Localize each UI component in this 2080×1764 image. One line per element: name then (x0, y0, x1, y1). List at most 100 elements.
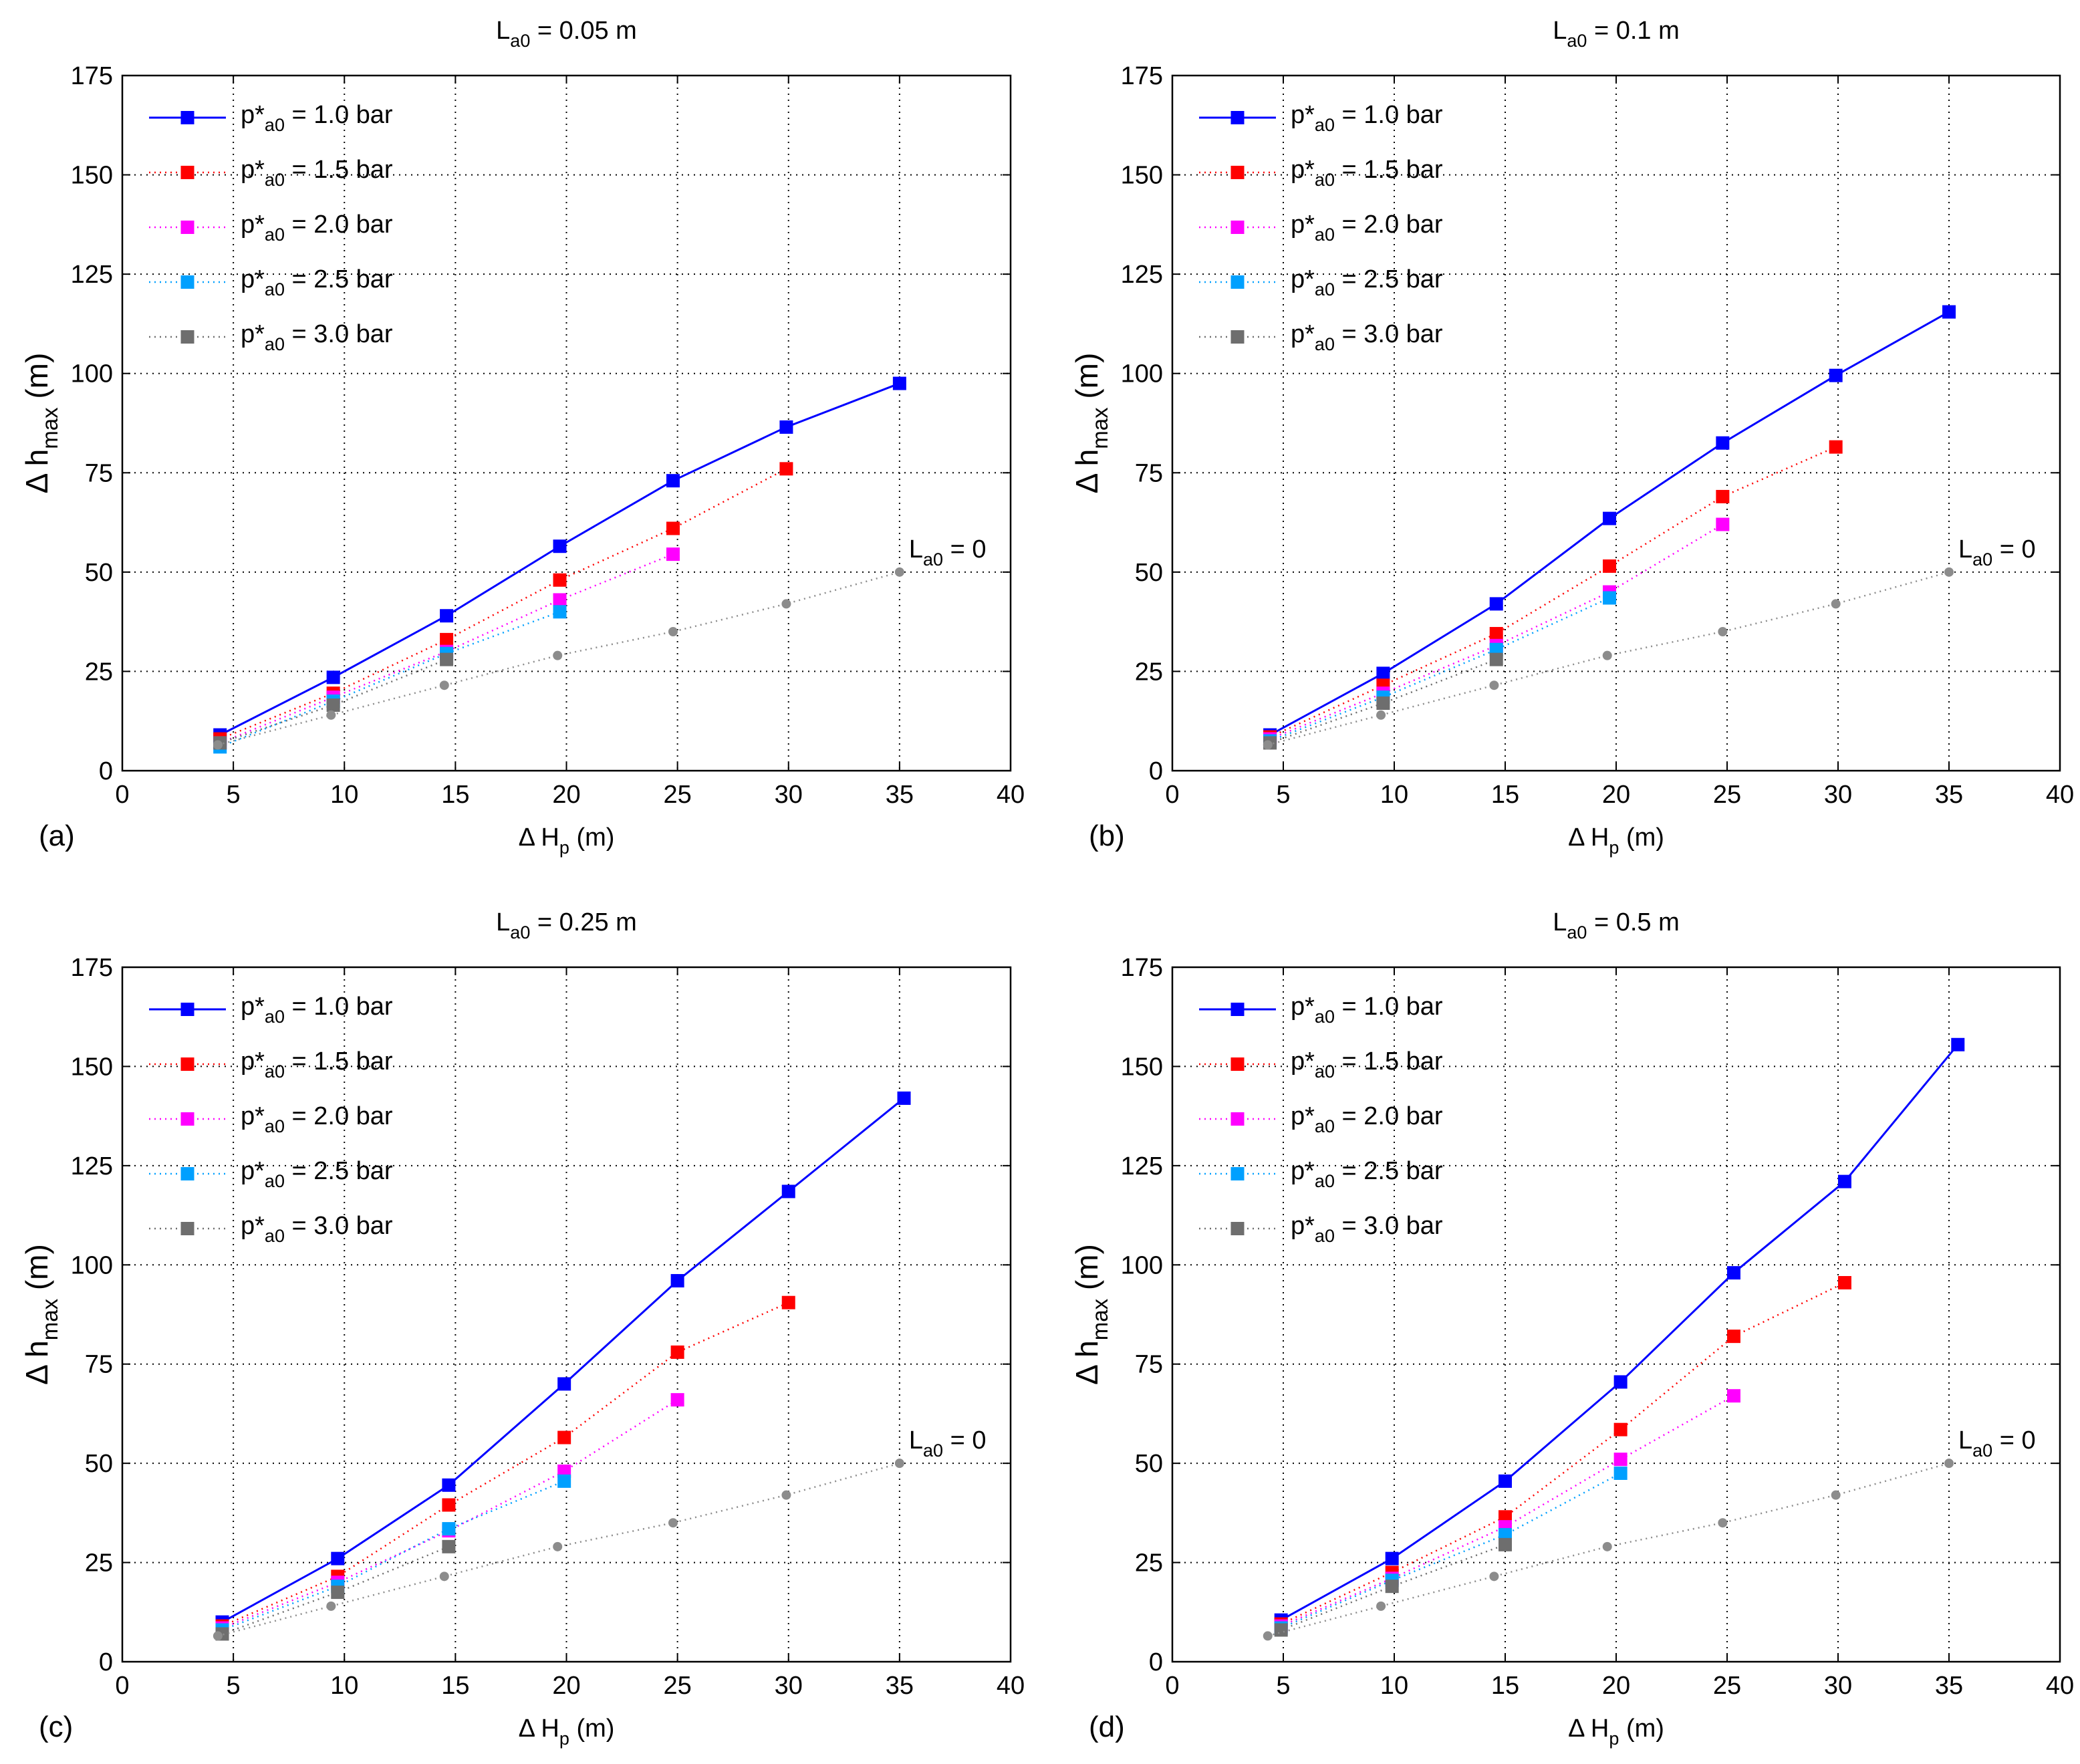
data-point (1602, 1541, 1612, 1551)
data-point (553, 605, 567, 619)
legend-entry-base: p* (241, 1212, 265, 1240)
data-point (331, 1551, 345, 1565)
data-point (1489, 680, 1499, 690)
x-tick-label: 30 (775, 781, 803, 809)
reference-label: La0 = 0 (909, 1426, 987, 1461)
legend-entry: p*a0 = 2.0 bar (1291, 211, 1443, 245)
legend-entry-sub: a0 (265, 334, 285, 354)
legend-entry: p*a0 = 1.5 bar (1291, 156, 1443, 190)
legend-marker (180, 1003, 194, 1016)
data-point (1951, 1037, 1965, 1051)
legend-entry-sub: a0 (1315, 1061, 1335, 1082)
legend-entry-rest: = 1.5 bar (285, 1047, 393, 1076)
data-point (781, 1490, 791, 1500)
data-point (781, 599, 791, 609)
x-tick-label: 10 (330, 1672, 358, 1700)
series-3 (213, 605, 567, 754)
y-axis-label-sub: max (37, 1298, 62, 1340)
x-tick-label: 25 (1713, 1672, 1741, 1700)
legend-marker (1230, 166, 1245, 179)
legend-entry-base: p* (1291, 211, 1315, 239)
data-point (779, 462, 793, 476)
legend-entry-rest: = 1.0 bar (285, 101, 393, 129)
reference-label: La0 = 0 (1958, 1426, 2036, 1461)
legend-marker (1230, 111, 1245, 124)
legend-entry-rest: = 3.0 bar (285, 1212, 393, 1240)
series-line (1269, 523, 1724, 740)
y-axis-label-base: Δ h (1069, 449, 1104, 494)
y-axis-label-base: Δ h (19, 449, 54, 494)
data-point (1829, 440, 1843, 454)
x-tick-label: 40 (2046, 781, 2074, 809)
series-line (219, 611, 560, 748)
data-point (1716, 489, 1730, 503)
x-tick-label: 5 (1276, 1672, 1290, 1700)
data-point (1274, 1623, 1288, 1637)
data-point (1613, 1453, 1628, 1467)
x-tick-label: 35 (1935, 1672, 1963, 1700)
legend-entry-sub: a0 (1315, 1171, 1335, 1191)
x-axis-label-base: Δ H (1568, 824, 1609, 852)
data-point (670, 1274, 684, 1288)
reference-label-sub: a0 (1972, 549, 1992, 570)
data-point (1489, 652, 1503, 666)
series-0 (1274, 1037, 1965, 1627)
chart-title-rest: = 0.1 m (1587, 17, 1679, 45)
series-1 (1263, 440, 1843, 744)
legend-entry-base: p* (241, 1157, 265, 1185)
data-point (1263, 1631, 1273, 1641)
legend-entry-rest: = 1.5 bar (285, 156, 393, 184)
y-tick-label: 125 (1121, 261, 1163, 289)
data-point (779, 420, 793, 434)
x-tick-label: 10 (1380, 1672, 1408, 1700)
series-line (1281, 1281, 1845, 1625)
x-axis-label-sub: p (559, 1729, 569, 1749)
legend-entry-base: p* (1291, 320, 1315, 348)
legend-entry-rest: = 2.0 bar (1335, 1102, 1443, 1130)
data-point (894, 567, 904, 577)
legend-entry-sub: a0 (265, 170, 285, 190)
x-tick-label: 30 (775, 1672, 803, 1700)
series-line (1280, 1043, 1959, 1621)
x-tick-label: 25 (663, 1672, 691, 1700)
x-tick-label: 30 (1824, 1672, 1852, 1700)
data-point (440, 632, 454, 646)
legend-marker (180, 1057, 194, 1071)
y-tick-label: 50 (1135, 559, 1163, 587)
legend-entry: p*a0 = 2.5 bar (1291, 1157, 1443, 1191)
legend-entry-base: p* (241, 156, 265, 184)
data-point (897, 1091, 911, 1105)
reference-label-sub: a0 (1972, 1440, 1992, 1461)
x-tick-label: 35 (1935, 781, 1963, 809)
y-axis-label-rest: (m) (19, 1244, 54, 1299)
legend-entry-sub: a0 (265, 1007, 285, 1027)
reference-label-sub: a0 (923, 549, 943, 570)
data-point (1829, 368, 1843, 382)
y-tick-label: 0 (1149, 1648, 1163, 1676)
y-tick-label: 25 (85, 658, 113, 686)
series-line (222, 1399, 678, 1629)
chart-title-sub: a0 (510, 31, 530, 51)
data-point (1263, 740, 1273, 750)
legend-entry: p*a0 = 1.0 bar (1291, 993, 1443, 1027)
legend-entry: p*a0 = 3.0 bar (241, 320, 393, 354)
y-tick-label: 150 (1121, 1053, 1163, 1081)
data-point (553, 573, 567, 587)
data-point (1499, 1537, 1512, 1551)
data-point (1716, 436, 1730, 450)
series-4 (213, 652, 454, 750)
reference-label-sub: a0 (923, 1440, 943, 1461)
data-point (1944, 1459, 1954, 1469)
x-tick-label: 5 (227, 781, 241, 809)
y-tick-label: 150 (71, 1053, 113, 1081)
x-axis-label-rest: (m) (569, 824, 615, 852)
panel-label: (d) (1089, 1711, 1125, 1743)
y-tick-label: 75 (85, 1351, 113, 1379)
y-axis-label-rest: (m) (19, 353, 54, 408)
legend-marker (180, 221, 194, 234)
reference-label-base: L (1958, 535, 1972, 563)
legend-entry-base: p* (1291, 993, 1315, 1021)
data-point (1603, 591, 1617, 605)
y-tick-label: 100 (1121, 360, 1163, 388)
